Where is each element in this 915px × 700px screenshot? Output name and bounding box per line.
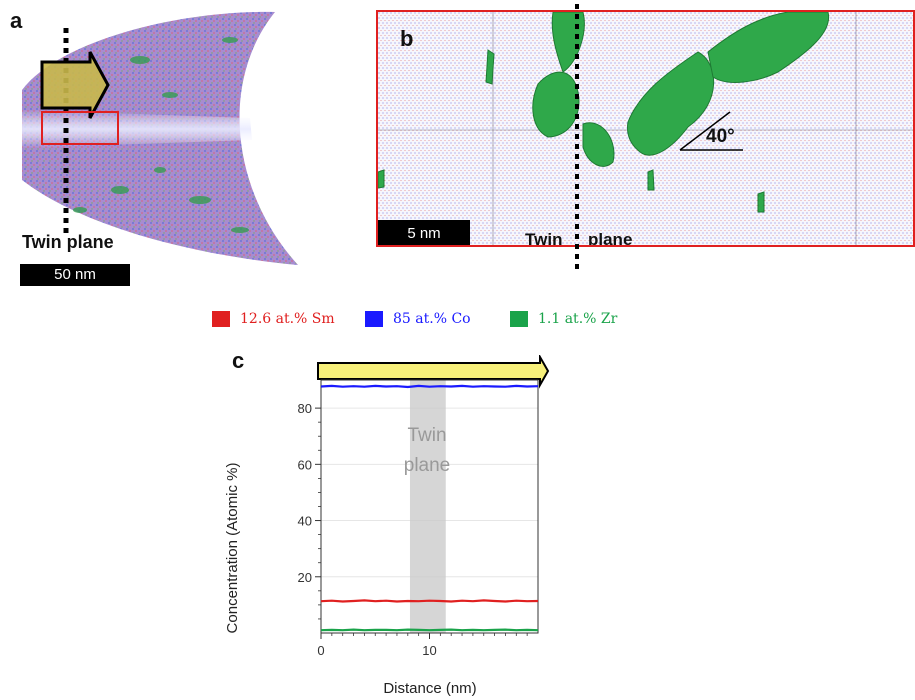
y-tick-label-80: 80 [298, 401, 312, 416]
twin-label-b-left: Twin [525, 230, 563, 247]
legend-sm: 12.6 at.% Sm [212, 309, 335, 329]
x-tick-label-0: 0 [317, 643, 324, 658]
y-axis-label: Concentration (Atomic %) [224, 463, 241, 634]
panel-a-reconstruction [22, 11, 298, 265]
legend-co-swatch [365, 311, 383, 327]
legend-zr: 1.1 at.% Zr [510, 309, 617, 329]
series-line-sm [320, 599, 539, 603]
legend-sm-label: 12.6 at.% Sm [240, 311, 335, 327]
zr-isosurfaces [378, 12, 830, 213]
x-tick-label-10: 10 [422, 643, 436, 658]
panel-b-letter: b [400, 26, 414, 51]
series-line-zr [320, 628, 539, 632]
x-axis-label: Distance (nm) [383, 680, 476, 697]
profile-arrow-c [317, 355, 550, 389]
panel-a-letter: a [10, 8, 23, 33]
panel-b-frame: b 40° 5 nm Twin plane [376, 10, 915, 247]
legend-co: 85 at.% Co [365, 309, 471, 329]
legend-zr-swatch [510, 311, 528, 327]
y-tick-label-20: 20 [298, 570, 312, 585]
legend-zr-label: 1.1 at.% Zr [538, 311, 618, 327]
zr-clusters [73, 37, 249, 233]
concentration-chart: 20 40 60 80 0 10 Distance (nm) Concentration … [224, 355, 550, 697]
y-tick-label-40: 40 [298, 514, 312, 529]
y-tick-label-60: 60 [298, 457, 312, 472]
panel-c-letter: c [232, 348, 245, 373]
scale-bar-a: 50 nm [20, 264, 130, 286]
angle-label: 40° [706, 126, 735, 147]
panel-b-image [378, 12, 913, 245]
twin-plane-line-b [575, 4, 579, 270]
twin-plane-band [409, 380, 446, 633]
legend-sm-swatch [212, 311, 230, 327]
series-line-co [320, 384, 539, 389]
twin-annotation-line1: Twin [407, 425, 446, 446]
scale-bar-b: 5 nm [378, 220, 470, 245]
legend-co-label: 85 at.% Co [393, 311, 471, 327]
profile-arrow [40, 51, 110, 119]
region-box [41, 111, 119, 145]
twin-annotation-line2: plane [404, 455, 451, 476]
twin-label-b-right: plane [588, 230, 633, 247]
twin-plane-label-a: Twin plane [22, 232, 114, 252]
plot-area: 20 40 60 80 0 10 [298, 379, 539, 658]
